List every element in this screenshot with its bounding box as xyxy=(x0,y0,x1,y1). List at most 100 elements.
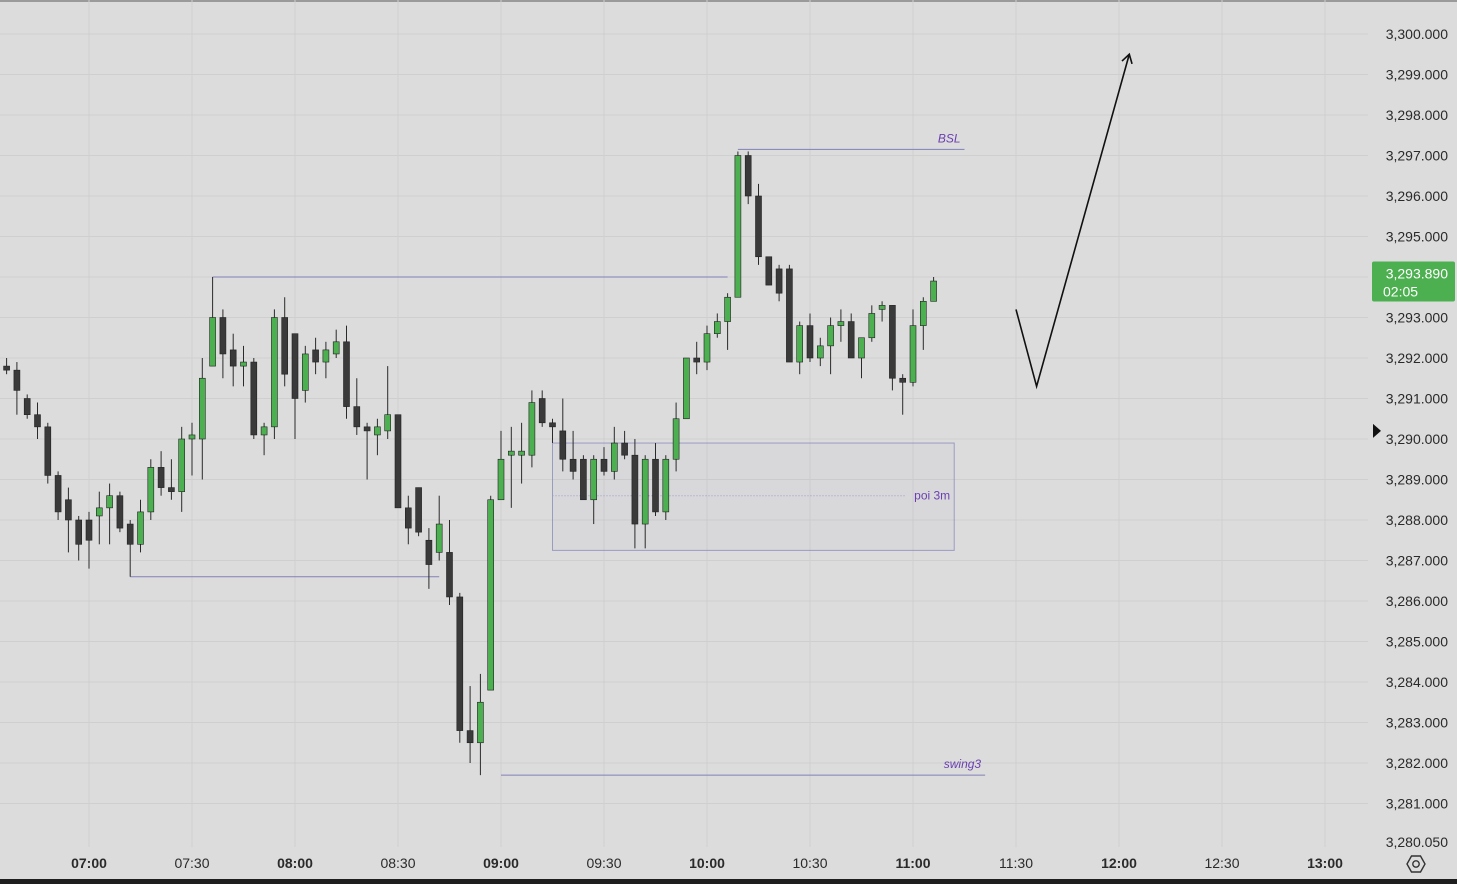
candle-body-down xyxy=(786,268,793,363)
candle xyxy=(425,528,433,589)
candle xyxy=(755,183,762,265)
candle xyxy=(889,305,896,391)
candle-body-down xyxy=(281,317,289,375)
candle-body-down xyxy=(456,596,464,731)
candle xyxy=(75,515,82,561)
candle-body-up xyxy=(332,341,340,355)
candle xyxy=(868,305,876,342)
candle xyxy=(260,422,268,456)
candle-body-up xyxy=(188,434,196,440)
candle xyxy=(332,329,340,358)
candle-body-up xyxy=(930,280,937,302)
candle-body-up xyxy=(106,495,113,509)
candle xyxy=(168,459,175,500)
price-tick-label: 3,285.000 xyxy=(1386,634,1448,650)
candle xyxy=(466,686,474,763)
candle xyxy=(765,256,773,286)
candle-body-up xyxy=(703,333,711,363)
candle xyxy=(229,333,237,387)
candle-body-down xyxy=(693,357,701,363)
candle-body-up xyxy=(497,458,505,501)
top-border xyxy=(0,0,1457,2)
candle xyxy=(693,341,701,375)
price-tick-label: 3,287.000 xyxy=(1386,553,1448,569)
candle-body-up xyxy=(477,701,484,744)
candle-body-up xyxy=(518,450,525,456)
candle xyxy=(683,357,690,420)
price-axis[interactable]: 3,300.000 3,299.000 3,298.000 3,297.000 3,29… xyxy=(1386,26,1448,850)
candle-body-down xyxy=(363,426,371,432)
candle xyxy=(116,491,124,533)
candle-body-down xyxy=(765,256,773,286)
poi-label: poi 3m xyxy=(914,489,950,503)
price-tick-label: 3,284.000 xyxy=(1386,674,1448,690)
candle-body-up xyxy=(919,300,927,326)
candle-body-down xyxy=(600,458,608,472)
candle xyxy=(209,277,216,367)
candle xyxy=(44,422,52,484)
candle xyxy=(930,277,937,302)
candle-body-up xyxy=(209,317,216,367)
level-label: BSL xyxy=(938,131,961,145)
candle xyxy=(446,520,453,606)
candle-body-up xyxy=(260,426,268,436)
candle xyxy=(734,151,742,298)
time-axis[interactable]: 007:0007:3008:0008:3009:0009:3010:0010:3… xyxy=(0,855,1343,871)
candle-body-down xyxy=(229,349,237,367)
candle xyxy=(559,398,567,472)
annotations[interactable]: BSL swing3 poi 3m xyxy=(130,131,986,776)
candle xyxy=(54,471,62,520)
candle xyxy=(147,459,155,520)
price-scale-marker-icon[interactable] xyxy=(1373,423,1381,438)
candle xyxy=(415,487,422,537)
candle-body-down xyxy=(168,487,175,492)
candle-body-down xyxy=(75,519,82,545)
candle xyxy=(219,309,227,379)
candle xyxy=(34,402,41,439)
price-tick-label: 3,293.000 xyxy=(1386,310,1448,326)
candle-body-down xyxy=(899,377,907,383)
candle xyxy=(610,426,618,480)
time-tick-label: 07:30 xyxy=(174,855,209,871)
time-tick-label: 07:00 xyxy=(71,855,107,871)
candle-body-up xyxy=(858,337,865,359)
poi-zone[interactable] xyxy=(552,442,955,551)
bottom-border xyxy=(0,879,1457,884)
candle-body-up xyxy=(384,414,392,432)
candle xyxy=(538,390,546,427)
candle-body-down xyxy=(559,430,567,460)
candle xyxy=(528,390,536,468)
candle xyxy=(507,426,515,508)
candle xyxy=(85,511,93,569)
candle-body-up xyxy=(837,321,845,326)
time-tick-label: 09:30 xyxy=(586,855,621,871)
price-tick-label: 3,282.000 xyxy=(1386,755,1448,771)
settings-icon[interactable] xyxy=(1406,855,1426,873)
candle-body-up xyxy=(240,361,247,367)
candle-body-down xyxy=(126,523,134,545)
candle-body-down xyxy=(353,406,361,428)
candle-body-down xyxy=(54,475,62,513)
candle xyxy=(724,293,731,350)
candle-body-down xyxy=(847,321,855,359)
projection-arrow[interactable] xyxy=(1015,52,1133,390)
candle-body-down xyxy=(621,442,628,456)
candle xyxy=(435,495,443,561)
candle xyxy=(301,345,309,403)
arrow-path[interactable] xyxy=(1015,54,1131,390)
axis-widgets[interactable] xyxy=(1373,423,1426,873)
settings-icon-center xyxy=(1412,860,1420,868)
candle-body-down xyxy=(116,495,124,529)
candle-body-down xyxy=(538,398,546,424)
candle-body-down xyxy=(219,317,227,355)
candle xyxy=(404,495,412,545)
candle-body-up xyxy=(641,458,649,525)
price-tick-label: 3,292.000 xyxy=(1386,350,1448,366)
candle xyxy=(641,455,649,549)
candles xyxy=(3,151,937,776)
price-tick-label: 3,288.000 xyxy=(1386,512,1448,528)
candle-body-up xyxy=(528,402,536,456)
candle xyxy=(281,297,289,387)
candle-body-down xyxy=(23,398,31,416)
